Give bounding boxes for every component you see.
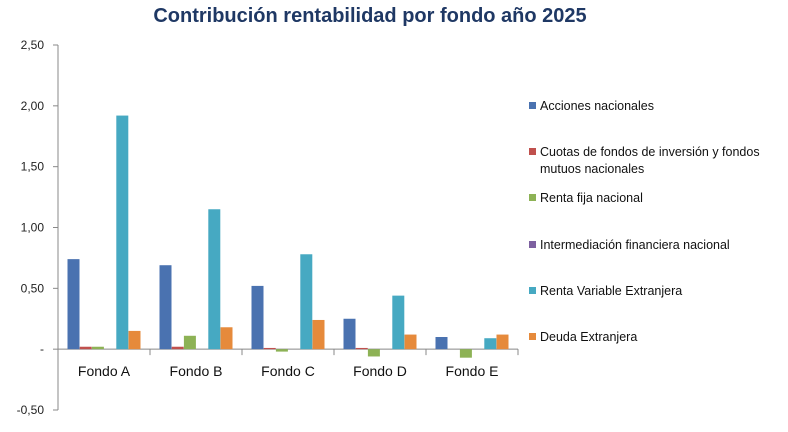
legend-swatch <box>529 102 536 109</box>
bar <box>484 338 497 350</box>
y-tick-label: -0,50 <box>17 403 45 417</box>
bar <box>312 319 325 350</box>
bar <box>208 209 221 350</box>
legend: Acciones nacionales Cuotas de fondos de i… <box>529 99 760 344</box>
legend-label: Deuda Extranjera <box>540 330 637 344</box>
legend-swatch <box>529 333 536 340</box>
y-tick-label: - <box>40 342 44 356</box>
x-tick-label: Fondo D <box>353 363 407 379</box>
legend-label: Acciones nacionales <box>540 99 654 113</box>
legend-swatch <box>529 287 536 294</box>
bar <box>220 327 233 350</box>
bar <box>67 259 80 350</box>
x-tick-label: Fondo C <box>261 363 315 379</box>
y-tick-label: 1,00 <box>21 221 45 235</box>
axis-labels: 2,50 2,00 1,50 1,00 0,50 - -0,50 Fondo A Fondo B… <box>17 38 499 417</box>
legend-swatch <box>529 148 536 155</box>
legend-item: Intermediación financiera nacional <box>529 238 730 252</box>
y-tick-label: 0,50 <box>21 281 45 295</box>
x-tick-label: Fondo A <box>78 363 131 379</box>
bar <box>171 346 184 350</box>
bar <box>367 349 380 357</box>
legend-label: Cuotas de fondos de inversión y fondos mu… <box>540 145 760 176</box>
x-tick-label: Fondo E <box>446 363 499 379</box>
bar <box>251 285 264 350</box>
bar <box>159 265 172 350</box>
bar <box>183 335 196 350</box>
legend-label: Intermediación financiera nacional <box>540 238 730 252</box>
bar <box>392 295 405 350</box>
x-tick-label: Fondo B <box>170 363 223 379</box>
bar <box>355 347 368 350</box>
legend-label: Renta fija nacional <box>540 191 643 205</box>
bar <box>496 334 509 350</box>
legend-swatch <box>529 194 536 201</box>
legend-label: Renta Variable Extranjera <box>540 284 682 298</box>
y-tick-label: 2,00 <box>21 99 45 113</box>
bar <box>263 347 276 350</box>
bar <box>91 346 104 350</box>
bar <box>459 349 472 358</box>
bars <box>67 115 509 358</box>
legend-item: Renta Variable Extranjera <box>529 284 682 298</box>
bar <box>116 115 129 350</box>
legend-item: Cuotas de fondos de inversión y fondos mu… <box>529 145 760 176</box>
legend-item: Acciones nacionales <box>529 99 654 113</box>
legend-swatch <box>529 241 536 248</box>
bar <box>343 318 356 350</box>
chart-title: Contribución rentabilidad por fondo año … <box>153 5 586 27</box>
bar <box>300 254 313 350</box>
bar <box>404 334 417 350</box>
bar <box>435 337 448 350</box>
legend-item: Renta fija nacional <box>529 191 643 205</box>
bar <box>79 346 92 350</box>
bar <box>128 330 141 350</box>
legend-item: Deuda Extranjera <box>529 330 637 344</box>
y-tick-label: 2,50 <box>21 38 45 52</box>
y-tick-label: 1,50 <box>21 160 45 174</box>
bar <box>275 349 288 352</box>
